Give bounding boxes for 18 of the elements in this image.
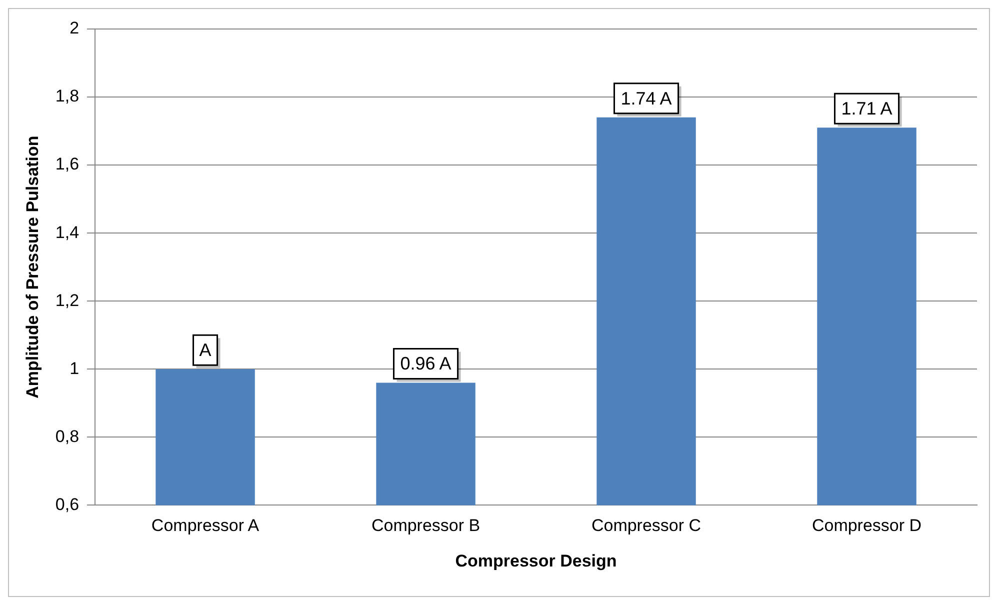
x-axis-title: Compressor Design [455,551,617,570]
data-label: 1.74 A [620,88,672,108]
x-tick-label: Compressor B [371,516,480,536]
y-tick-label: 2 [70,18,80,38]
y-tick-label: 0,6 [55,494,80,514]
x-tick-label: Compressor D [812,516,922,536]
y-tick-label: 1,6 [55,154,80,174]
data-label: A [199,340,212,360]
y-tick-label: 0,8 [55,426,80,446]
x-tick-label: Compressor A [151,516,260,536]
y-tick-label: 1,2 [55,290,80,310]
x-tick-label: Compressor C [591,516,702,536]
y-tick-label: 1,8 [55,86,80,106]
y-tick-label: 1,4 [55,222,80,242]
data-label: 0.96 A [400,354,452,374]
y-axis-title: Amplitude of Pressure Pulsation [22,136,42,398]
y-tick-label: 1 [70,358,80,378]
data-label: 1.71 A [841,98,892,119]
